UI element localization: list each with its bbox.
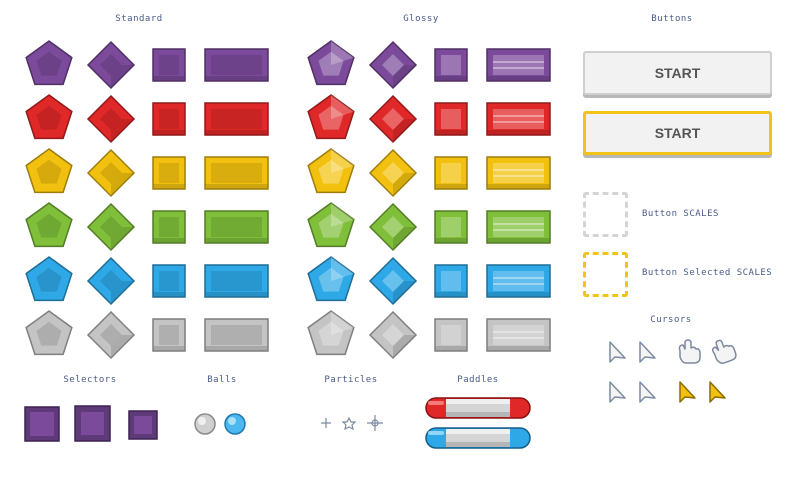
gem-pentagon-purple [307, 40, 355, 86]
paddle-red [425, 397, 531, 419]
gem-diamond-blue [368, 256, 418, 306]
gem-diamond-green [368, 202, 418, 252]
arrow-cursor-icon [609, 341, 626, 363]
particle-star-icon [321, 418, 331, 428]
gem-bar-red [486, 102, 551, 136]
hand-cursor-icon [711, 339, 737, 364]
gem-square-gray [434, 318, 468, 352]
gem-diamond-yellow [86, 148, 136, 198]
gem-square-blue [152, 264, 186, 298]
start-button-selected-label: START [654, 125, 701, 141]
arrow-cursor-yellow-icon [679, 381, 696, 403]
gem-square-green [434, 210, 468, 244]
gem-diamond-yellow [368, 148, 418, 198]
gem-bar-green [204, 210, 269, 244]
gem-bar-gray [486, 318, 551, 352]
arrow-cursor-icon [639, 341, 656, 363]
selector-large [24, 406, 60, 442]
gem-diamond-green [86, 202, 136, 252]
selector-small [128, 410, 158, 440]
gem-bar-blue [486, 264, 551, 298]
gem-square-blue [434, 264, 468, 298]
selector-sprites [24, 405, 158, 442]
gem-square-yellow [152, 156, 186, 190]
gem-square-purple [152, 48, 186, 82]
paddle-blue [425, 427, 531, 449]
gem-square-red [434, 102, 468, 136]
selectors-section-title: Selectors [63, 375, 117, 385]
gem-bar-blue [204, 264, 269, 298]
gem-diamond-blue [86, 256, 136, 306]
particle-star-icon [341, 416, 357, 431]
cursor-sprites [609, 339, 737, 403]
ball-gray [194, 413, 216, 435]
gem-square-red [152, 102, 186, 136]
gem-diamond-gray [86, 310, 136, 360]
start-button-selected[interactable]: START [583, 111, 772, 155]
selector-large [74, 405, 111, 442]
cursors-section-title: Cursors [650, 315, 692, 325]
gem-bar-red [204, 102, 269, 136]
standard-section-title: Standard [115, 14, 163, 24]
gem-diamond-gray [368, 310, 418, 360]
gem-square-gray [152, 318, 186, 352]
buttons-section-title: Buttons [651, 14, 693, 24]
arrow-cursor-icon [639, 381, 656, 403]
particles-section-title: Particles [324, 375, 378, 385]
ball-blue [224, 413, 246, 435]
gem-pentagon-blue [307, 256, 355, 302]
gem-bar-yellow [486, 156, 551, 190]
arrow-cursor-icon [609, 381, 626, 403]
arrow-cursor-yellow-icon [709, 381, 726, 403]
start-button-label: START [654, 65, 701, 81]
gem-pentagon-yellow [25, 148, 73, 194]
gem-square-green [152, 210, 186, 244]
glossy-section-title: Glossy [403, 14, 439, 24]
gem-bar-gray [204, 318, 269, 352]
gem-pentagon-red [307, 94, 355, 140]
gem-square-purple [434, 48, 468, 82]
standard-gems-svg [25, 40, 269, 360]
gem-pentagon-yellow [307, 148, 355, 194]
paddles-section-title: Paddles [457, 375, 499, 385]
button-selected-scales-label: Button Selected SCALES [642, 268, 773, 278]
gem-pentagon-blue [25, 256, 73, 302]
paddle-sprites [425, 397, 531, 449]
button-scales-sample [583, 192, 628, 237]
start-button[interactable]: START [583, 51, 772, 95]
gem-bar-yellow [204, 156, 269, 190]
hand-cursor-icon [678, 339, 701, 364]
gem-diamond-purple [86, 40, 136, 90]
gem-bar-green [486, 210, 551, 244]
gem-diamond-red [86, 94, 136, 144]
gem-pentagon-green [25, 202, 73, 248]
gem-pentagon-purple [25, 40, 73, 86]
gem-pentagon-red [25, 94, 73, 140]
glossy-gems-svg [307, 40, 551, 360]
button-scales-label: Button SCALES [642, 209, 719, 219]
gem-pentagon-gray [307, 310, 355, 356]
ball-sprites [194, 413, 246, 435]
balls-section-title: Balls [207, 375, 237, 385]
gem-pentagon-gray [25, 310, 73, 356]
gem-square-yellow [434, 156, 468, 190]
button-selected-scales-sample [583, 252, 628, 297]
gem-diamond-purple [368, 40, 418, 90]
gem-bar-purple [204, 48, 269, 82]
particle-sparkle-icon [367, 415, 383, 431]
gem-pentagon-green [307, 202, 355, 248]
particle-sprites [321, 415, 383, 431]
gem-diamond-red [368, 94, 418, 144]
gem-bar-purple [486, 48, 551, 82]
